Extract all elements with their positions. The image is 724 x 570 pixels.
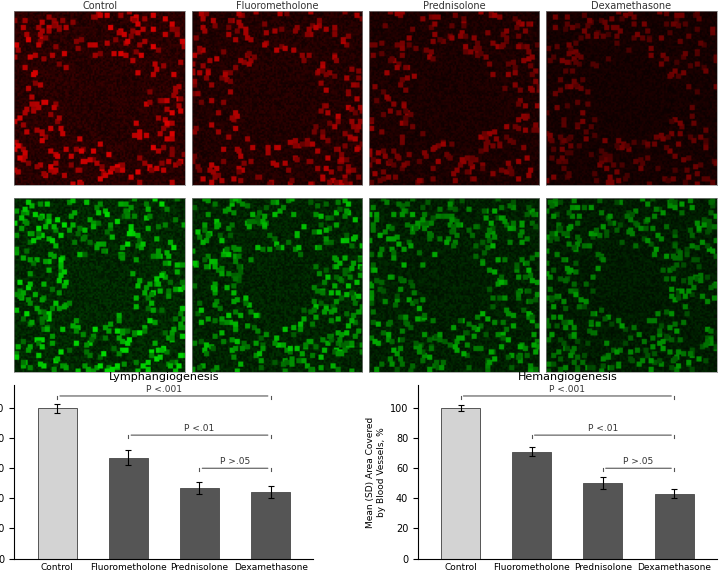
- Bar: [109, 458, 148, 559]
- Text: P <.001: P <.001: [550, 385, 585, 394]
- Text: P >.05: P >.05: [623, 457, 654, 466]
- Bar: [38, 408, 77, 559]
- Bar: [584, 483, 623, 559]
- Text: P <.01: P <.01: [588, 424, 618, 433]
- Title: Prednisolone: Prednisolone: [423, 1, 486, 11]
- Bar: [251, 492, 290, 559]
- Text: P <.001: P <.001: [146, 385, 182, 394]
- Y-axis label: Mean (SD) Area Covered
by Blood Vessels, %: Mean (SD) Area Covered by Blood Vessels,…: [366, 417, 386, 528]
- Title: Hemangiogenesis: Hemangiogenesis: [518, 372, 618, 382]
- Title: Control: Control: [82, 1, 117, 11]
- Text: P >.05: P >.05: [220, 457, 251, 466]
- Bar: [441, 408, 480, 559]
- Title: Fluorometholone: Fluorometholone: [236, 1, 319, 11]
- Title: Dexamethasone: Dexamethasone: [592, 1, 672, 11]
- Bar: [654, 494, 694, 559]
- Text: P <.01: P <.01: [185, 424, 214, 433]
- Title: Lymphangiogenesis: Lymphangiogenesis: [109, 372, 219, 382]
- Bar: [512, 451, 552, 559]
- Bar: [180, 488, 219, 559]
